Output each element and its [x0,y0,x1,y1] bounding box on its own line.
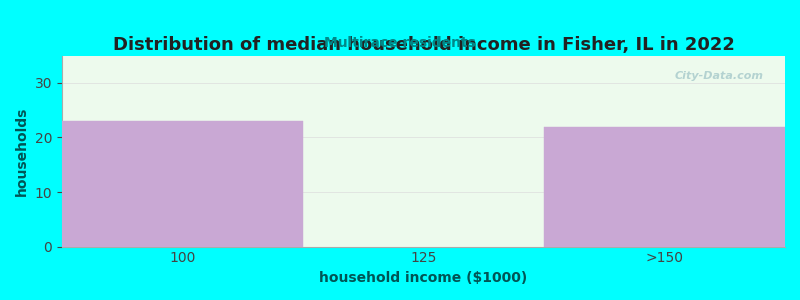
Title: Distribution of median household income in Fisher, IL in 2022: Distribution of median household income … [113,36,734,54]
Text: Multirace residents: Multirace residents [324,36,476,50]
X-axis label: household income ($1000): household income ($1000) [319,271,527,285]
Bar [544,127,785,247]
Y-axis label: households: households [15,106,29,196]
Bar [62,121,303,247]
Text: City-Data.com: City-Data.com [674,71,763,81]
